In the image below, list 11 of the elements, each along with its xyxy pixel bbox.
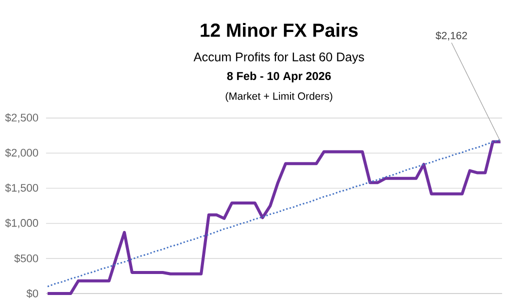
y-tick-label: $2,000 [5,148,38,158]
text: (Market + Limit Orders) [226,92,332,102]
y-tick-label: $1,000 [5,218,38,228]
y-tick-label: $0 [26,288,38,298]
text: $2,162 [436,31,467,40]
y-tick-label: $1,500 [5,183,38,193]
chart-title: 12 Minor FX Pairs [200,22,358,37]
y-tick-label: $2,500 [5,113,38,123]
text: 8 Feb - 10 Apr 2026 [227,72,331,82]
y-tick-label: $500 [14,254,38,263]
chart-subtitle: Accum Profits for Last 60 Days [194,52,364,64]
